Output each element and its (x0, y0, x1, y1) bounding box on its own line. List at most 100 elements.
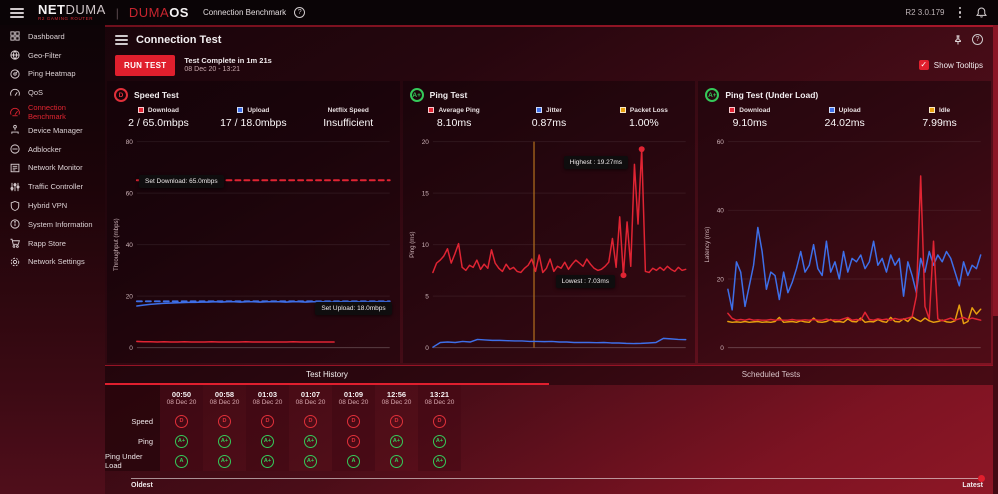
header-help-icon[interactable]: ? (972, 34, 983, 45)
history-grade-cell: A+ (418, 451, 461, 471)
grade-badge-d[interactable]: D (390, 414, 403, 428)
ping-test-panel: A+ Ping Test Average Ping 8.10ms Jitter 0… (402, 81, 696, 363)
tab-test-history[interactable]: Test History (105, 366, 549, 385)
svg-text:0: 0 (129, 345, 133, 352)
history-grade-cell: A+ (375, 431, 418, 451)
sidebar-item-geo-filter[interactable]: Geo-Filter (0, 46, 105, 65)
sidebar-item-hybrid-vpn[interactable]: Hybrid VPN (0, 196, 105, 215)
content-menu-icon[interactable] (115, 34, 128, 45)
svg-text:Throughput (mbps): Throughput (mbps) (113, 218, 120, 271)
sidebar-item-qos[interactable]: QoS (0, 83, 105, 102)
history-row-label: Ping (105, 431, 160, 451)
grade-badge-aplus[interactable]: A+ (218, 454, 231, 468)
speed-test-panel: D Speed Test Download 2 / 65.0mbps Upload… (107, 81, 400, 363)
row-label-text: Ping Under Load (105, 452, 143, 470)
history-column-header: 01:09 08 Dec 20 (332, 385, 375, 411)
grade-badge-a[interactable]: A (347, 454, 360, 468)
grade-badge-d[interactable]: D (261, 414, 274, 428)
timeline-handle[interactable] (978, 475, 985, 482)
speed-panel-title: Speed Test (134, 90, 179, 100)
history-grade-cell: D (375, 411, 418, 431)
sidebar-item-label: Connection Benchmark (28, 102, 66, 121)
grade-badge-d[interactable]: D (304, 414, 317, 428)
sidebar-item-label: Ping Heatmap (28, 69, 76, 79)
grade-badge-aplus[interactable]: A+ (261, 454, 274, 468)
kebab-menu-icon[interactable] (953, 6, 968, 19)
adblocker-icon (10, 144, 20, 154)
dumaos-logo: DUMAOS (128, 5, 189, 20)
grade-badge-aplus[interactable]: A+ (304, 434, 317, 448)
grade-badge-aplus[interactable]: A+ (304, 454, 317, 468)
firmware-version: R2 3.0.179 (905, 8, 945, 17)
history-grade-cell: A+ (289, 431, 332, 451)
svg-text:40: 40 (126, 242, 134, 249)
show-tooltips-toggle[interactable]: ✓ Show Tooltips (918, 60, 983, 70)
sidebar-item-network-monitor[interactable]: Network Monitor (0, 159, 105, 178)
legend-label: Download (147, 106, 179, 114)
grade-badge-d[interactable]: D (433, 414, 446, 428)
legend-value: 1.00% (629, 117, 659, 129)
legend-swatch (928, 107, 935, 113)
legend-label: Average Ping (438, 106, 480, 114)
legend-item-upload: Upload 17 / 18.0mbps (206, 104, 301, 134)
page-scrollbar[interactable] (993, 25, 998, 494)
history-grade-cell: D (246, 411, 289, 431)
brand-duma: DUMA (65, 2, 106, 18)
ping-under-load-panel-title: Ping Test (Under Load) (725, 90, 819, 100)
connection-benchmark-icon (10, 107, 20, 116)
sidebar-item-rapp-store[interactable]: Rapp Store (0, 234, 105, 253)
svg-text:20: 20 (126, 294, 134, 301)
geo-filter-icon (10, 50, 20, 60)
sidebar-item-adblocker[interactable]: Adblocker (0, 140, 105, 159)
sidebar-item-dashboard[interactable]: Dashboard (0, 27, 105, 46)
sidebar-item-label: QoS (28, 88, 44, 98)
ping-test-chart: 0 5 10 15 20 Ping (ms) (409, 139, 687, 352)
sidebar-item-device-manager[interactable]: Device Manager (0, 121, 105, 140)
history-grade-cell: D (289, 411, 332, 431)
legend-swatch (729, 107, 736, 113)
pin-icon[interactable] (952, 34, 964, 46)
grade-badge-d[interactable]: D (175, 414, 188, 428)
notifications-bell-icon[interactable] (975, 6, 988, 19)
sidebar-item-traffic-controller[interactable]: Traffic Controller (0, 177, 105, 196)
grade-badge-aplus[interactable]: A+ (433, 454, 446, 468)
run-test-button[interactable]: RUN TEST (115, 54, 176, 76)
grade-badge-d[interactable]: D (218, 414, 231, 428)
grade-badge-aplus[interactable]: A+ (433, 434, 446, 448)
test-date: 08 Dec 20 (252, 399, 283, 406)
set-download-tooltip: Set Download: 65.0mbps (139, 175, 224, 188)
test-time: 01:03 (257, 390, 278, 399)
grade-badge-aplus[interactable]: A+ (175, 434, 188, 448)
grade-badge-aplus[interactable]: A+ (390, 434, 403, 448)
legend-label: Upload (838, 106, 861, 114)
netduma-logo: NETDUMA R2 GAMING ROUTER (38, 3, 106, 22)
tab-scheduled-tests[interactable]: Scheduled Tests (741, 370, 801, 379)
legend-label: Netflix Speed (327, 106, 369, 114)
history-grade-cell: A+ (246, 431, 289, 451)
grade-badge-a[interactable]: A (175, 454, 188, 468)
show-tooltips-checkbox[interactable]: ✓ (918, 60, 929, 70)
history-tabs: Test History Scheduled Tests (105, 365, 993, 385)
sidebar-item-ping-heatmap[interactable]: Ping Heatmap (0, 65, 105, 84)
dashboard-icon (10, 31, 20, 41)
grade-badge-aplus[interactable]: A+ (218, 434, 231, 448)
legend-item-netflix-speed: Netflix Speed Insufficient (301, 104, 396, 134)
lowest-ping-tooltip: Lowest : 7.03ms (555, 275, 615, 288)
legend-label: Download (739, 106, 771, 114)
row-label-text: Speed (131, 416, 153, 426)
status-timestamp: 08 Dec 20 - 13:21 (184, 66, 241, 74)
history-grade-cell: A+ (160, 431, 203, 451)
grade-badge-aplus[interactable]: A+ (261, 434, 274, 448)
grade-badge-d[interactable]: D (347, 434, 360, 448)
legend-swatch (137, 107, 144, 113)
legend-swatch (237, 107, 244, 113)
speed-grade-badge: D (114, 88, 128, 102)
topbar-menu-icon[interactable] (10, 7, 24, 18)
page-help-icon[interactable]: ? (294, 7, 306, 18)
sidebar-item-connection-benchmark[interactable]: Connection Benchmark (0, 102, 105, 121)
svg-text:20: 20 (421, 139, 429, 146)
sidebar-item-system-information[interactable]: System Information (0, 215, 105, 234)
grade-badge-a[interactable]: A (390, 454, 403, 468)
grade-badge-d[interactable]: D (347, 414, 360, 428)
sidebar-item-network-settings[interactable]: Network Settings (0, 253, 105, 272)
